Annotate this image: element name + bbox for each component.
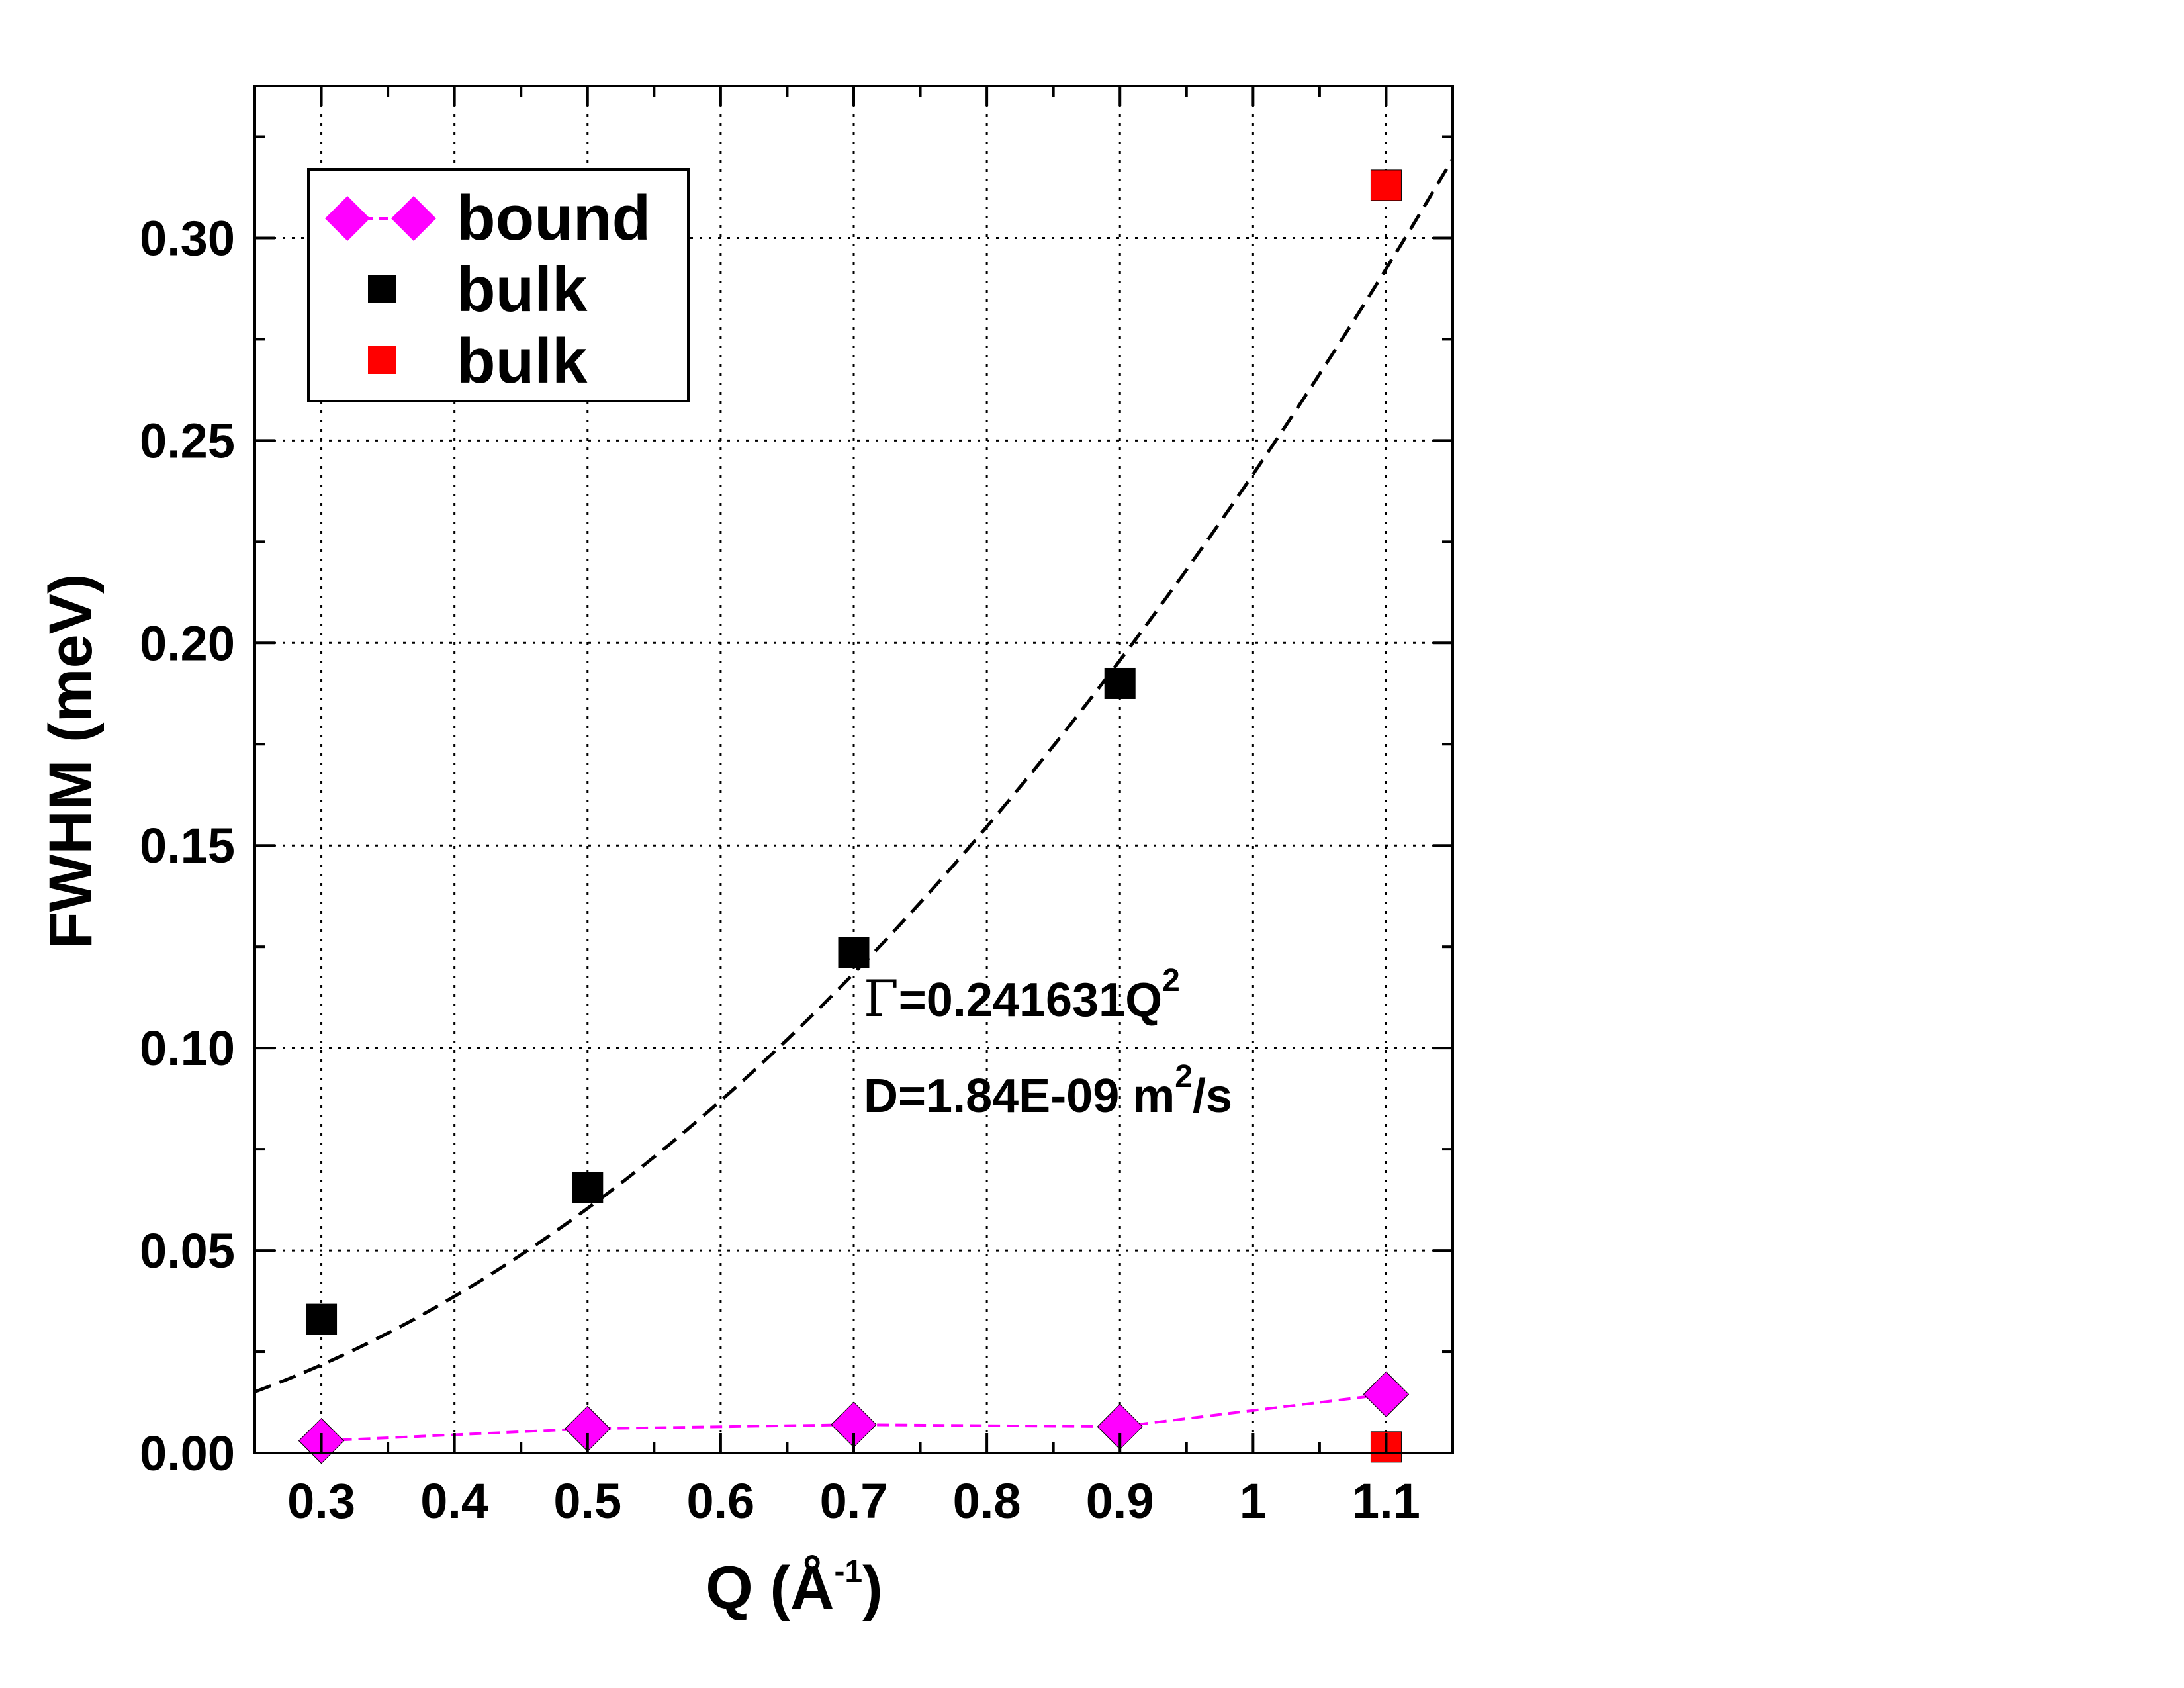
fit-equation: =0.241631Q [899, 974, 1162, 1027]
y-tick-label: 0.30 [140, 211, 235, 265]
x-tick-label: 0.3 [287, 1474, 355, 1528]
x-tick-label: 1.1 [1352, 1474, 1420, 1528]
legend: bound bulk bulk [307, 168, 690, 402]
legend-bound-marker-left [325, 196, 370, 241]
series-1-point [838, 937, 870, 968]
legend-bulk-red-marker [368, 346, 396, 374]
y-tick-labels: 0.00 0.05 0.10 0.15 0.20 0.25 0.30 [140, 211, 235, 1481]
y-tick-label: 0.20 [140, 616, 235, 671]
legend-bound-marker-right [391, 196, 436, 241]
diffusion-text: D=1.84E-09 m [864, 1070, 1175, 1123]
svg-text:Γ=0.241631Q2: Γ=0.241631Q2 [864, 963, 1180, 1028]
diffusion-exponent: 2 [1175, 1059, 1193, 1094]
x-tick-label: 0.5 [553, 1474, 621, 1528]
x-tick-label: 0.6 [686, 1474, 754, 1528]
gamma-symbol: Γ [864, 969, 899, 1028]
x-axis-title: Q (Å-1) [705, 1554, 883, 1622]
legend-label-bulk-red: bulk [457, 326, 588, 397]
series-1-point [1104, 667, 1136, 699]
series-0-point [1363, 1371, 1410, 1417]
y-tick-label: 0.10 [140, 1021, 235, 1076]
legend-label-bulk-black: bulk [457, 254, 588, 325]
series-2-point [1370, 169, 1402, 201]
x-tick-labels: 0.3 0.4 0.5 0.6 0.7 0.8 0.9 1 1.1 [287, 1474, 1420, 1528]
fit-annotation: Γ=0.241631Q2 D=1.84E-09 m2/s [864, 963, 1232, 1123]
y-tick-label: 0.05 [140, 1223, 235, 1278]
tick-marks [255, 86, 1453, 1454]
series-layer [298, 169, 1410, 1464]
series-1-point [306, 1303, 338, 1335]
legend-bulk-black-marker [368, 275, 396, 303]
svg-text:D=1.84E-09 m2/s: D=1.84E-09 m2/s [864, 1059, 1232, 1123]
x-tick-label: 0.8 [953, 1474, 1021, 1528]
series-1-point [572, 1172, 604, 1203]
x-tick-label: 1 [1240, 1474, 1267, 1528]
y-tick-label: 0.25 [140, 413, 235, 468]
legend-label-bound: bound [457, 183, 651, 254]
fit-exponent: 2 [1162, 963, 1180, 998]
x-tick-label: 0.7 [820, 1474, 888, 1528]
x-tick-label: 0.9 [1086, 1474, 1154, 1528]
y-tick-label: 0.00 [140, 1426, 235, 1481]
diffusion-unit: /s [1193, 1070, 1232, 1123]
series-0-line [321, 1393, 1387, 1442]
x-tick-label: 0.4 [420, 1474, 488, 1528]
fit-curve [254, 158, 1455, 1393]
fit-curve-layer [254, 158, 1455, 1393]
y-axis-title: FWHM (meV) [37, 573, 105, 949]
y-tick-label: 0.15 [140, 818, 235, 873]
